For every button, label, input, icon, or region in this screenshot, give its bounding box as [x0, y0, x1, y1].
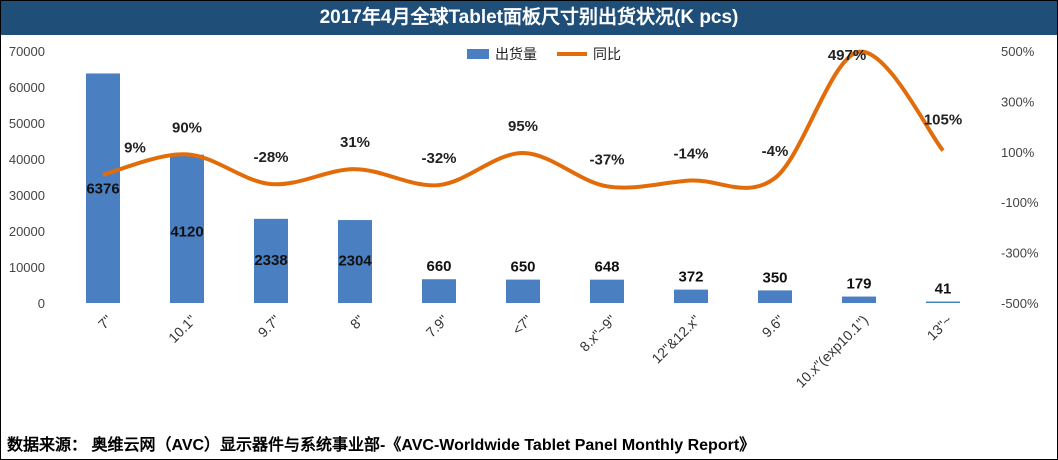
category-label: 10.1" — [165, 312, 199, 346]
category-label: 9.6" — [759, 312, 788, 341]
yoy-value-label: -4% — [762, 143, 789, 160]
right-axis-tick: 300% — [1001, 94, 1035, 109]
bar — [86, 73, 120, 303]
yoy-value-label: 31% — [340, 134, 370, 151]
chart-title: 2017年4月全球Tablet面板尺寸别出货状况(K pcs) — [1, 1, 1057, 35]
bar — [926, 301, 960, 303]
bar-value-label: 648 — [594, 259, 619, 276]
bar — [338, 220, 372, 303]
left-axis-tick: 60000 — [9, 80, 45, 95]
category-label: 13"~ — [924, 312, 956, 344]
bar — [254, 218, 288, 303]
category-label: 7" — [95, 312, 115, 332]
legend-line-label: 同比 — [593, 46, 621, 62]
bar — [506, 279, 540, 303]
bar — [422, 279, 456, 303]
category-label: 7.9" — [423, 312, 452, 341]
bar — [842, 296, 876, 303]
category-label: <7" — [509, 312, 535, 338]
yoy-value-label: -37% — [589, 151, 624, 168]
bar-value-label: 660 — [426, 258, 451, 275]
yoy-value-label: 95% — [508, 118, 538, 135]
bar-value-label: 650 — [510, 259, 535, 276]
category-label: 10.x"(exp10.1") — [792, 312, 871, 391]
source-note: 数据来源： 奥维云网（AVC）显示器件与系统事业部-《AVC-Worldwide… — [7, 437, 756, 454]
left-axis-tick: 20000 — [9, 224, 45, 239]
yoy-value-label: 497% — [828, 47, 866, 64]
legend-bar-swatch — [467, 49, 489, 59]
bar — [674, 289, 708, 303]
right-axis-tick: 500% — [1001, 44, 1035, 59]
category-label: 12"&12.x" — [648, 312, 703, 367]
yoy-value-label: -14% — [673, 146, 708, 163]
right-axis-tick: -100% — [1001, 195, 1039, 210]
bar — [590, 279, 624, 303]
yoy-value-label: -28% — [253, 149, 288, 166]
left-axis-tick: 30000 — [9, 188, 45, 203]
right-axis-tick: -500% — [1001, 296, 1039, 311]
bar-value-label: 6376 — [86, 180, 119, 197]
bar-value-label: 4120 — [170, 223, 203, 240]
category-label: 8.x"~9" — [576, 312, 619, 355]
bar-value-label: 372 — [678, 269, 703, 286]
yoy-line — [102, 49, 945, 190]
left-axis-tick: 70000 — [9, 44, 45, 59]
left-axis-tick: 10000 — [9, 260, 45, 275]
left-axis-tick: 40000 — [9, 152, 45, 167]
right-axis-tick: 100% — [1001, 145, 1035, 160]
yoy-value-label: -32% — [421, 150, 456, 167]
legend-bar-label: 出货量 — [495, 46, 537, 62]
bar-value-label: 179 — [846, 276, 871, 293]
bar-value-label: 41 — [935, 281, 952, 298]
category-label: 9.7" — [255, 312, 284, 341]
left-axis-tick: 50000 — [9, 116, 45, 131]
yoy-value-label: 9% — [124, 140, 146, 157]
bar-value-label: 2338 — [254, 252, 287, 269]
right-axis-tick: -300% — [1001, 246, 1039, 261]
yoy-value-label: 105% — [924, 112, 962, 129]
chart-plot: 0 10000 20000 30000 40000 50000 60000 70000 -500… — [9, 44, 1039, 391]
bar-value-label: 2304 — [338, 253, 372, 270]
bar-value-label: 350 — [762, 269, 787, 286]
bar — [170, 154, 204, 303]
yoy-value-label: 90% — [172, 119, 202, 136]
bar — [758, 290, 792, 303]
category-label: 8" — [347, 312, 367, 332]
left-axis-tick: 0 — [38, 296, 45, 311]
